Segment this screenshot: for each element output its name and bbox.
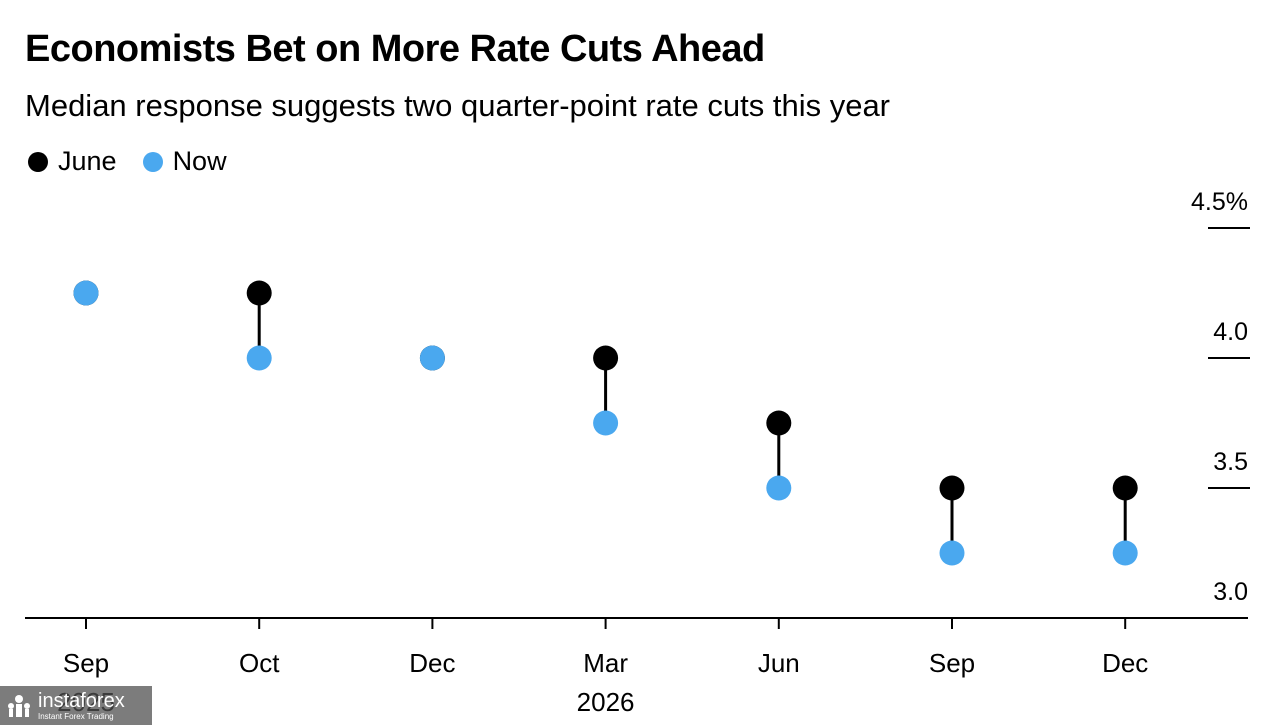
watermark-tagline: Instant Forex Trading [38,711,114,721]
y-tick-label-1: 4.0 [1213,318,1248,346]
legend-swatch-june [28,151,48,172]
x-tick-label-3: Mar [583,648,628,678]
x-tick-label-6: Dec [1102,648,1148,678]
x-tick-label-5: Sep [929,648,975,678]
point-now-5 [939,540,965,566]
point-june-3 [593,345,619,371]
point-now-3 [593,410,619,436]
point-june-6 [1112,475,1138,501]
watermark: instaforex Instant Forex Trading [0,686,152,725]
legend-swatch-now [142,151,163,172]
chart-title: Economists Bet on More Rate Cuts Ahead [25,28,765,70]
x-tick-label-1: Oct [239,648,280,678]
watermark-name: instaforex [38,689,125,712]
y-tick-label-0: 4.5% [1191,188,1248,216]
instaforex-logo-icon [8,694,30,717]
legend-item-june: June [28,146,117,177]
point-june-1 [246,280,272,306]
point-now-2 [419,345,445,371]
point-june-5 [939,475,965,501]
legend: June Now [28,146,253,177]
y-tick-label-2: 3.5 [1213,448,1248,476]
x-tick-label-0: Sep [63,648,109,678]
legend-label-now: Now [172,146,227,176]
point-now-1 [246,345,272,371]
legend-label-june: June [58,146,117,176]
point-now-6 [1112,540,1138,566]
x-tick-label-4: Jun [758,648,800,678]
chart-subtitle: Median response suggests two quarter-poi… [25,88,891,123]
x-year-label-3: 2026 [577,687,635,717]
y-tick-label-3: 3.0 [1213,578,1248,606]
x-tick-label-2: Dec [409,648,455,678]
point-now-4 [766,475,792,501]
point-now-0 [73,280,99,306]
legend-item-now: Now [142,146,227,177]
point-june-4 [766,410,792,436]
